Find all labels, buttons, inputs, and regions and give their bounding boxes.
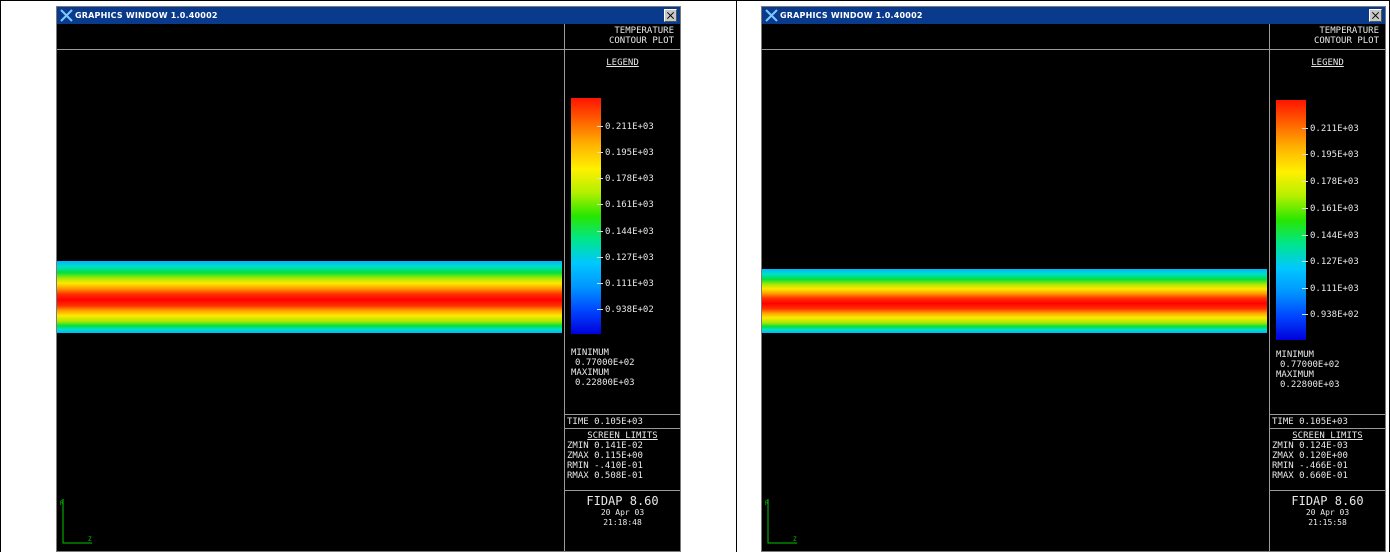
software-version: FIDAP 8.60: [1291, 494, 1364, 508]
run-time: 21:15:58: [1308, 518, 1347, 527]
app-x-icon: [60, 9, 73, 22]
screen-limits-label: SCREEN LIMITS: [1292, 431, 1363, 441]
plot-title-line2: CONTOUR PLOT: [608, 36, 674, 46]
legend-tick: 0.111E+03: [1302, 284, 1359, 294]
legend-tick: 0.161E+03: [597, 200, 654, 210]
legend-label: LEGEND: [606, 58, 639, 68]
window-title: GRAPHICS WINDOW 1.0.40002: [780, 11, 923, 20]
run-date: 20 Apr 03: [600, 508, 645, 517]
svg-text:R: R: [765, 500, 769, 507]
zmin-readout: ZMIN 0.141E-02: [567, 441, 643, 451]
legend-tick: 0.127E+03: [1302, 257, 1359, 267]
legend-tick: 0.211E+03: [1302, 124, 1359, 134]
legend-tick: 0.178E+03: [1302, 177, 1359, 187]
software-stamp-section: FIDAP 8.60 20 Apr 03 21:18:48: [565, 491, 680, 551]
table-top-border: [0, 0, 1390, 1]
plot-title-line2: CONTOUR PLOT: [1313, 36, 1379, 46]
legend-panel: TEMPERATURE CONTOUR PLOT LEGEND 0.211E+0…: [1269, 24, 1385, 551]
legend-section: LEGEND 0.211E+03 0.195E+03 0.178E+03 0.1…: [1270, 50, 1385, 415]
contour-plot-area[interactable]: R Z: [57, 50, 564, 551]
legend-tick: 0.938E+02: [597, 305, 654, 315]
temperature-contour-band: [57, 261, 562, 333]
legend-tick: 0.195E+03: [597, 148, 654, 158]
plot-title-line1: TEMPERATURE: [1319, 26, 1379, 36]
svg-text:R: R: [60, 500, 64, 507]
minimum-label: MINIMUM: [571, 348, 609, 358]
color-scale-bar: [1276, 100, 1306, 340]
table-left-border: [0, 0, 1, 552]
maximum-value: 0.22800E+03: [575, 378, 635, 388]
minimum-label: MINIMUM: [1276, 350, 1314, 360]
software-version: FIDAP 8.60: [586, 494, 659, 508]
software-stamp-section: FIDAP 8.60 20 Apr 03 21:15:58: [1270, 491, 1385, 551]
maximum-value: 0.22800E+03: [1280, 380, 1340, 390]
screen-limits-section: SCREEN LIMITS ZMIN 0.141E-02 ZMAX 0.115E…: [565, 429, 680, 491]
title-bar[interactable]: GRAPHICS WINDOW 1.0.40002: [57, 7, 680, 24]
rmax-readout: RMAX 0.508E-01: [567, 471, 643, 481]
title-bar[interactable]: GRAPHICS WINDOW 1.0.40002: [762, 7, 1385, 24]
plot-header-band: [762, 24, 1269, 50]
graphics-window-left[interactable]: GRAPHICS WINDOW 1.0.40002 R Z TEMPERATUR…: [56, 6, 681, 552]
graphics-window-right[interactable]: GRAPHICS WINDOW 1.0.40002 R Z TEMPERATUR…: [761, 6, 1386, 552]
screen-limits-section: SCREEN LIMITS ZMIN 0.124E-03 ZMAX 0.120E…: [1270, 429, 1385, 491]
minimum-value: 0.77000E+02: [1280, 360, 1340, 370]
contour-plot-area[interactable]: R Z: [762, 50, 1269, 551]
time-readout: TIME 0.105E+03: [567, 417, 643, 427]
legend-tick: 0.161E+03: [1302, 204, 1359, 214]
run-date: 20 Apr 03: [1305, 508, 1350, 517]
run-time: 21:18:48: [603, 518, 642, 527]
zmin-readout: ZMIN 0.124E-03: [1272, 441, 1348, 451]
zmax-readout: ZMAX 0.120E+00: [1272, 451, 1348, 461]
maximum-label: MAXIMUM: [571, 368, 609, 378]
close-icon[interactable]: [1369, 9, 1382, 22]
legend-tick: 0.111E+03: [597, 279, 654, 289]
legend-label: LEGEND: [1311, 58, 1344, 68]
rmin-readout: RMIN -.410E-01: [567, 461, 643, 471]
screen-limits-label: SCREEN LIMITS: [587, 431, 658, 441]
plot-header-band: [57, 24, 564, 50]
legend-tick: 0.127E+03: [597, 253, 654, 263]
app-x-icon: [765, 9, 778, 22]
axis-triad-icon: R Z: [765, 499, 797, 544]
maximum-label: MAXIMUM: [1276, 370, 1314, 380]
legend-tick: 0.144E+03: [597, 227, 654, 237]
table-middle-border: [736, 0, 737, 552]
window-title: GRAPHICS WINDOW 1.0.40002: [75, 11, 218, 20]
time-section: TIME 0.105E+03: [1270, 415, 1385, 429]
plot-title-section: TEMPERATURE CONTOUR PLOT: [1270, 24, 1385, 50]
svg-text:Z: Z: [793, 536, 797, 543]
color-scale-bar: [571, 98, 601, 334]
legend-tick: 0.144E+03: [1302, 231, 1359, 241]
zmax-readout: ZMAX 0.115E+00: [567, 451, 643, 461]
plot-title-line1: TEMPERATURE: [614, 26, 674, 36]
temperature-contour-band: [762, 269, 1267, 333]
axis-triad-icon: R Z: [60, 499, 92, 544]
legend-section: LEGEND 0.211E+03 0.195E+03 0.178E+03 0.1…: [565, 50, 680, 415]
legend-tick: 0.178E+03: [597, 174, 654, 184]
legend-panel: TEMPERATURE CONTOUR PLOT LEGEND 0.211E+0…: [564, 24, 680, 551]
rmin-readout: RMIN -.466E-01: [1272, 461, 1348, 471]
time-section: TIME 0.105E+03: [565, 415, 680, 429]
legend-tick: 0.938E+02: [1302, 310, 1359, 320]
plot-title-section: TEMPERATURE CONTOUR PLOT: [565, 24, 680, 50]
legend-tick: 0.211E+03: [597, 122, 654, 132]
minimum-value: 0.77000E+02: [575, 358, 635, 368]
svg-text:Z: Z: [88, 536, 92, 543]
rmax-readout: RMAX 0.660E-01: [1272, 471, 1348, 481]
close-icon[interactable]: [664, 9, 677, 22]
time-readout: TIME 0.105E+03: [1272, 417, 1348, 427]
legend-tick: 0.195E+03: [1302, 150, 1359, 160]
